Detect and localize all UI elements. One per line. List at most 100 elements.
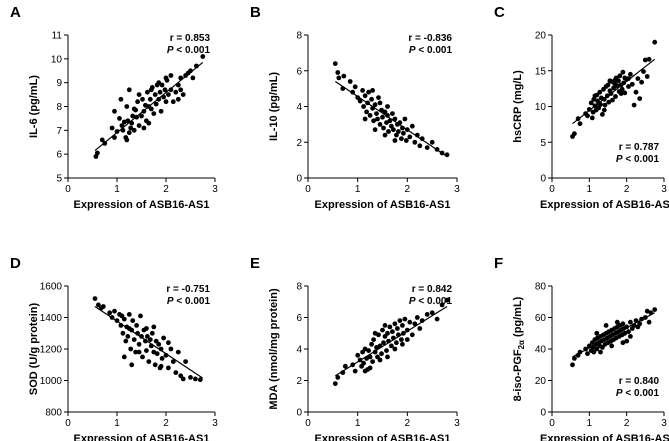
data-point (628, 319, 633, 325)
data-point (188, 375, 193, 380)
data-point (377, 100, 383, 106)
data-point (136, 341, 142, 347)
data-point (385, 113, 390, 118)
data-point (332, 381, 338, 386)
data-point (407, 319, 413, 325)
data-point (646, 56, 652, 62)
data-point (131, 127, 137, 133)
data-point (622, 90, 628, 96)
regression-line (572, 58, 656, 125)
x-tick-label: 2 (405, 418, 411, 429)
data-point (121, 316, 127, 322)
data-point (153, 101, 159, 107)
data-point (401, 130, 406, 136)
x-axis-label: Expression of ASB16-AS1 (74, 433, 210, 441)
x-tick-label: 1 (114, 184, 120, 195)
x-tick-label: 3 (454, 184, 460, 195)
data-point (652, 39, 658, 45)
data-point (335, 70, 341, 75)
data-point (628, 71, 633, 77)
data-point (361, 104, 366, 109)
r-value: r = 0.842 (412, 284, 453, 295)
y-axis-label-main: IL-10 (268, 115, 280, 141)
data-point (384, 348, 389, 353)
data-point (419, 136, 425, 142)
data-point (130, 113, 136, 119)
x-tick-label: 1 (355, 418, 361, 429)
y-tick-label: 80 (535, 282, 547, 293)
data-point (144, 326, 149, 331)
data-point (375, 116, 380, 122)
y-tick-label: 1600 (40, 282, 63, 293)
x-axis-label: Expression of ASB16-AS1 (315, 199, 451, 211)
r-value: r = 0.853 (170, 33, 211, 44)
data-point (570, 362, 575, 368)
data-point (193, 376, 198, 382)
y-axis-label-main: MDA (268, 384, 280, 409)
data-point (434, 316, 440, 322)
data-point (134, 323, 140, 328)
data-point (377, 122, 383, 127)
x-tick-label: 2 (163, 418, 169, 429)
data-point (183, 359, 189, 364)
data-point (637, 96, 643, 101)
data-point (197, 377, 203, 383)
data-point (166, 340, 171, 346)
x-tick-label: 2 (405, 184, 411, 195)
data-point (409, 332, 415, 338)
r-value: r = -0.836 (408, 33, 452, 44)
data-point (391, 127, 396, 133)
data-point (342, 363, 348, 369)
data-point (156, 341, 162, 347)
data-point (362, 368, 368, 374)
data-point (107, 310, 113, 316)
data-point (399, 337, 404, 342)
data-point (366, 89, 371, 95)
data-point (109, 125, 115, 131)
data-point (385, 104, 390, 109)
data-point (637, 321, 643, 327)
data-point (336, 75, 342, 81)
x-tick-label: 0 (305, 184, 311, 195)
data-point (130, 318, 136, 323)
data-point (361, 360, 366, 366)
data-point (380, 114, 385, 120)
data-point (352, 368, 358, 374)
data-point (140, 354, 145, 360)
data-point (385, 330, 390, 336)
data-point (139, 113, 144, 119)
y-tick-label: 7 (56, 126, 62, 137)
y-axis-label-main: 8-iso-PGF (512, 349, 524, 401)
data-point (603, 323, 609, 328)
x-tick-label: 3 (212, 418, 218, 429)
data-point (619, 86, 625, 92)
y-tick-label: 5 (56, 174, 62, 185)
p-value-symbol: P (409, 296, 416, 307)
data-point (370, 359, 375, 364)
y-tick-label: 2 (296, 138, 302, 149)
y-axis-label-unit: (pg/mL) (268, 72, 280, 116)
panel-label-f: F (494, 255, 503, 272)
panel-a: A 0 1 2 3 5 6 7 8 9 10 11 Expression of ASB16-AS1 IL-… (10, 4, 218, 211)
y-tick-label: 60 (535, 313, 547, 324)
data-point (389, 343, 394, 349)
x-tick-label: 1 (114, 418, 120, 429)
data-point (644, 308, 650, 314)
x-tick-label: 1 (587, 184, 593, 195)
data-point (141, 125, 147, 131)
data-point (397, 318, 403, 323)
data-point (424, 312, 430, 317)
data-point (147, 96, 153, 102)
data-point (341, 73, 347, 79)
data-point (377, 357, 383, 363)
data-point (146, 120, 152, 126)
panel-d: D 0 1 2 3 800 1000 1200 1400 1600 Expression of AS… (10, 255, 218, 441)
data-point (120, 330, 126, 336)
data-point (592, 93, 598, 99)
data-point (586, 107, 592, 112)
data-point (362, 116, 368, 122)
data-point (372, 330, 378, 336)
p-value-text: < 0.001 (623, 154, 660, 165)
data-point (412, 321, 418, 327)
data-point (136, 349, 142, 355)
